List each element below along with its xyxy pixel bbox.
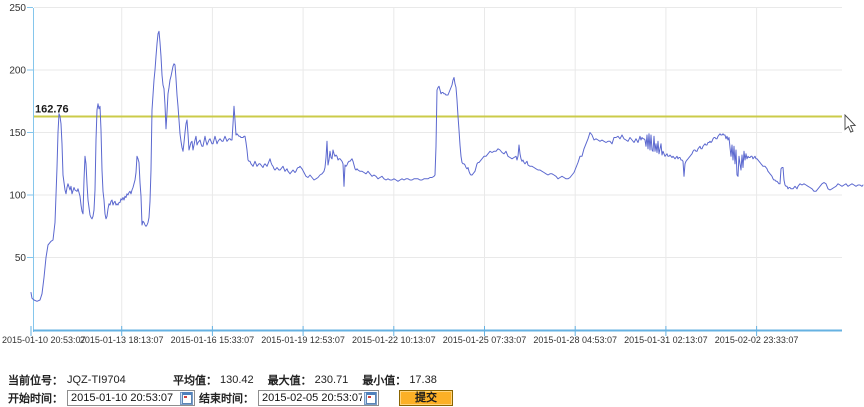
start-time-input[interactable] [69, 392, 180, 404]
threshold-label: 162.76 [35, 104, 69, 116]
x-tick-label: 2015-01-13 18:13:07 [80, 335, 164, 345]
avg-value: 130.42 [220, 374, 254, 386]
chart-area: 162.76 50 100 150 200 250 2015-01-10 20:53:07 2… [2, 3, 864, 345]
end-time-input[interactable] [260, 392, 364, 404]
end-time-label: 结束时间： [199, 393, 254, 405]
start-time-field [67, 390, 195, 406]
calendar-icon [181, 392, 192, 404]
control-panel: 当前位号： JQZ-TI9704 平均值： 130.42 最大值： 230.71… [0, 370, 864, 407]
min-value: 17.38 [409, 374, 437, 386]
calendar-icon [365, 392, 376, 404]
current-tag-label: 当前位号： [8, 375, 63, 387]
start-time-label: 开始时间： [8, 393, 63, 405]
y-tick-label: 50 [15, 253, 27, 264]
mouse-cursor-icon [844, 113, 857, 133]
x-tick-label: 2015-02-02 23:33:07 [715, 335, 799, 345]
min-label: 最小值： [362, 375, 407, 387]
y-tick-label: 150 [9, 128, 26, 139]
y-tick-label: 100 [9, 191, 26, 202]
x-tick-label: 2015-01-16 15:33:07 [171, 335, 255, 345]
form-row: 开始时间： 结束时间： 提交 [0, 387, 864, 407]
avg-label: 平均值： [173, 375, 217, 387]
current-tag-value: JQZ-TI9704 [67, 374, 126, 386]
x-tick-label: 2015-01-22 10:13:07 [352, 335, 436, 345]
x-tick-label: 2015-01-19 12:53:07 [261, 335, 345, 345]
x-tick-label: 2015-01-31 02:13:07 [624, 335, 708, 345]
y-tick-label: 250 [9, 3, 26, 14]
end-calendar-button[interactable] [364, 391, 377, 405]
x-tick-label: 2015-01-28 04:53:07 [533, 335, 617, 345]
max-label: 最大值： [267, 375, 312, 387]
submit-button[interactable]: 提交 [399, 390, 453, 406]
end-time-field [258, 390, 379, 406]
info-row: 当前位号： JQZ-TI9704 平均值： 130.42 最大值： 230.71… [0, 370, 864, 387]
x-tick-label: 2015-01-25 07:33:07 [443, 335, 527, 345]
x-tick-label: 2015-01-10 20:53:07 [2, 335, 86, 345]
series-line [30, 30, 864, 302]
y-tick-label: 200 [9, 66, 26, 77]
max-value: 230.71 [314, 374, 349, 386]
start-calendar-button[interactable] [180, 391, 193, 405]
